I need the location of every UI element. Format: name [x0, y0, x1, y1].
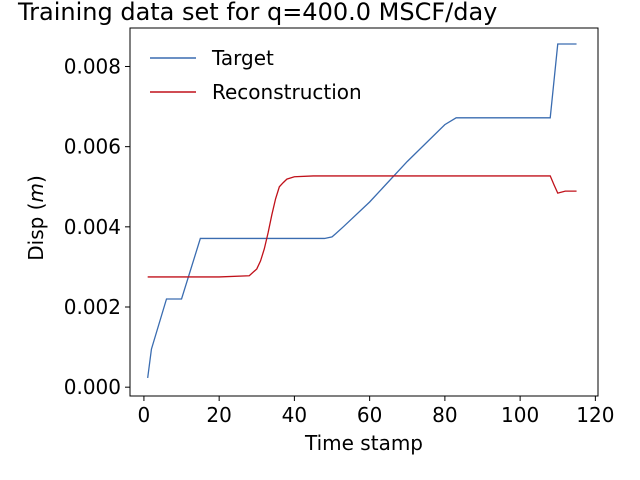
y-axis-label-prefix: Disp (	[24, 203, 48, 261]
y-axis-label: Disp (m)	[24, 175, 48, 261]
x-tick-label: 80	[432, 403, 457, 427]
x-axis-label: Time stamp	[304, 431, 423, 455]
y-tick-label: 0.004	[64, 215, 121, 239]
legend-label-reconstruction: Reconstruction	[212, 80, 362, 104]
x-tick-label: 0	[138, 403, 151, 427]
x-tick-label: 60	[357, 403, 382, 427]
x-axis: 0 20 40 60 80 100 120	[138, 396, 614, 427]
plot-frame	[129, 27, 599, 397]
y-tick-label: 0.008	[64, 54, 121, 78]
x-tick-label: 100	[501, 403, 539, 427]
y-tick-label: 0.006	[64, 135, 121, 159]
series-line-reconstruction	[147, 175, 577, 278]
y-axis: 0.000 0.002 0.004 0.006 0.008	[64, 54, 130, 399]
x-tick-label: 20	[206, 403, 231, 427]
legend: Target Reconstruction	[150, 46, 362, 104]
y-tick-label: 0.002	[64, 295, 121, 319]
y-tick-label: 0.000	[64, 375, 121, 399]
x-tick-label: 120	[576, 403, 614, 427]
y-axis-label-unit: m	[24, 183, 48, 202]
legend-label-target: Target	[211, 46, 274, 70]
plot-area	[147, 43, 577, 379]
chart-title: Training data set for q=400.0 MSCF/day	[17, 0, 497, 26]
y-axis-label-suffix: )	[24, 175, 48, 183]
x-tick-label: 40	[282, 403, 307, 427]
series-line-target	[147, 43, 577, 379]
